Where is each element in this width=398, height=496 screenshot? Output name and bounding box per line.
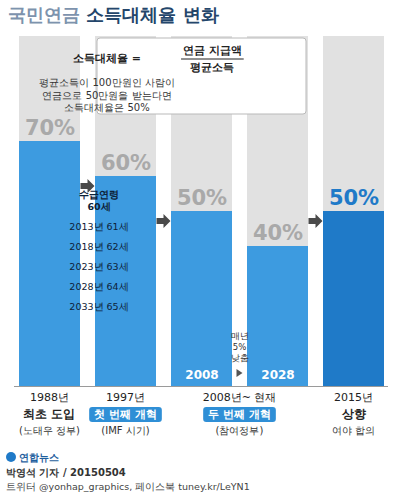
svg-text:평균소득이 100만원인 사람이: 평균소득이 100만원인 사람이 bbox=[39, 77, 174, 88]
svg-text:50%: 50% bbox=[177, 186, 227, 210]
svg-text:최초 도입: 최초 도입 bbox=[23, 407, 75, 421]
svg-text:2008년~ 현재: 2008년~ 현재 bbox=[203, 391, 277, 404]
html-text:국민연금소득대체율 변화: 국민연금소득대체율 변화 bbox=[8, 4, 219, 25]
svg-text:1988년: 1988년 bbox=[30, 391, 69, 404]
svg-text:2008: 2008 bbox=[185, 368, 218, 382]
svg-text:2028: 2028 bbox=[261, 368, 294, 382]
svg-text:40%: 40% bbox=[253, 221, 303, 245]
svg-text:2028년 64세: 2028년 64세 bbox=[69, 281, 128, 292]
svg-text:여야 합의: 여야 합의 bbox=[332, 425, 375, 436]
svg-text:60%: 60% bbox=[101, 151, 151, 175]
svg-text:소득대체율 =: 소득대체율 = bbox=[73, 52, 141, 65]
svg-text:2023년 63세: 2023년 63세 bbox=[69, 261, 128, 272]
svg-text:상향: 상향 bbox=[341, 407, 366, 421]
svg-text:(노태우 정부): (노태우 정부) bbox=[19, 425, 80, 436]
html-text:연합뉴스: 연합뉴스 bbox=[19, 452, 59, 463]
svg-text:낮춤: 낮춤 bbox=[231, 353, 249, 363]
html-text:박영석 기자 / 20150504: 박영석 기자 / 20150504 bbox=[6, 467, 126, 478]
svg-text:평균소득: 평균소득 bbox=[190, 61, 234, 73]
svg-text:수급연령: 수급연령 bbox=[79, 189, 119, 200]
svg-text:2013년 61세: 2013년 61세 bbox=[69, 221, 128, 232]
svg-text:소득대체율은 50%: 소득대체율은 50% bbox=[64, 102, 149, 113]
svg-text:5%: 5% bbox=[233, 342, 247, 352]
svg-text:70%: 70% bbox=[25, 116, 75, 140]
svg-text:2018년 62세: 2018년 62세 bbox=[69, 241, 128, 252]
svg-text:연금 지급액: 연금 지급액 bbox=[183, 44, 242, 56]
svg-text:2033년 65세: 2033년 65세 bbox=[69, 301, 128, 312]
svg-text:매년: 매년 bbox=[231, 331, 249, 341]
svg-text:연금으로 50만원을 받는다면: 연금으로 50만원을 받는다면 bbox=[42, 90, 171, 101]
svg-text:50%: 50% bbox=[329, 186, 379, 210]
svg-text:(참여정부): (참여정부) bbox=[216, 425, 264, 436]
svg-text:2015년: 2015년 bbox=[334, 391, 373, 404]
svg-text:60세: 60세 bbox=[87, 201, 110, 212]
svg-text:두 번째 개혁: 두 번째 개혁 bbox=[208, 408, 271, 421]
svg-text:첫 번째 개혁: 첫 번째 개혁 bbox=[94, 408, 157, 421]
svg-text:(IMF 시기): (IMF 시기) bbox=[101, 425, 149, 436]
svg-text:1997년: 1997년 bbox=[106, 391, 145, 404]
html-text:트위터 @yonhap_graphics, 페이스북 tun: 트위터 @yonhap_graphics, 페이스북 tuney.kr/LeYN… bbox=[6, 481, 250, 492]
